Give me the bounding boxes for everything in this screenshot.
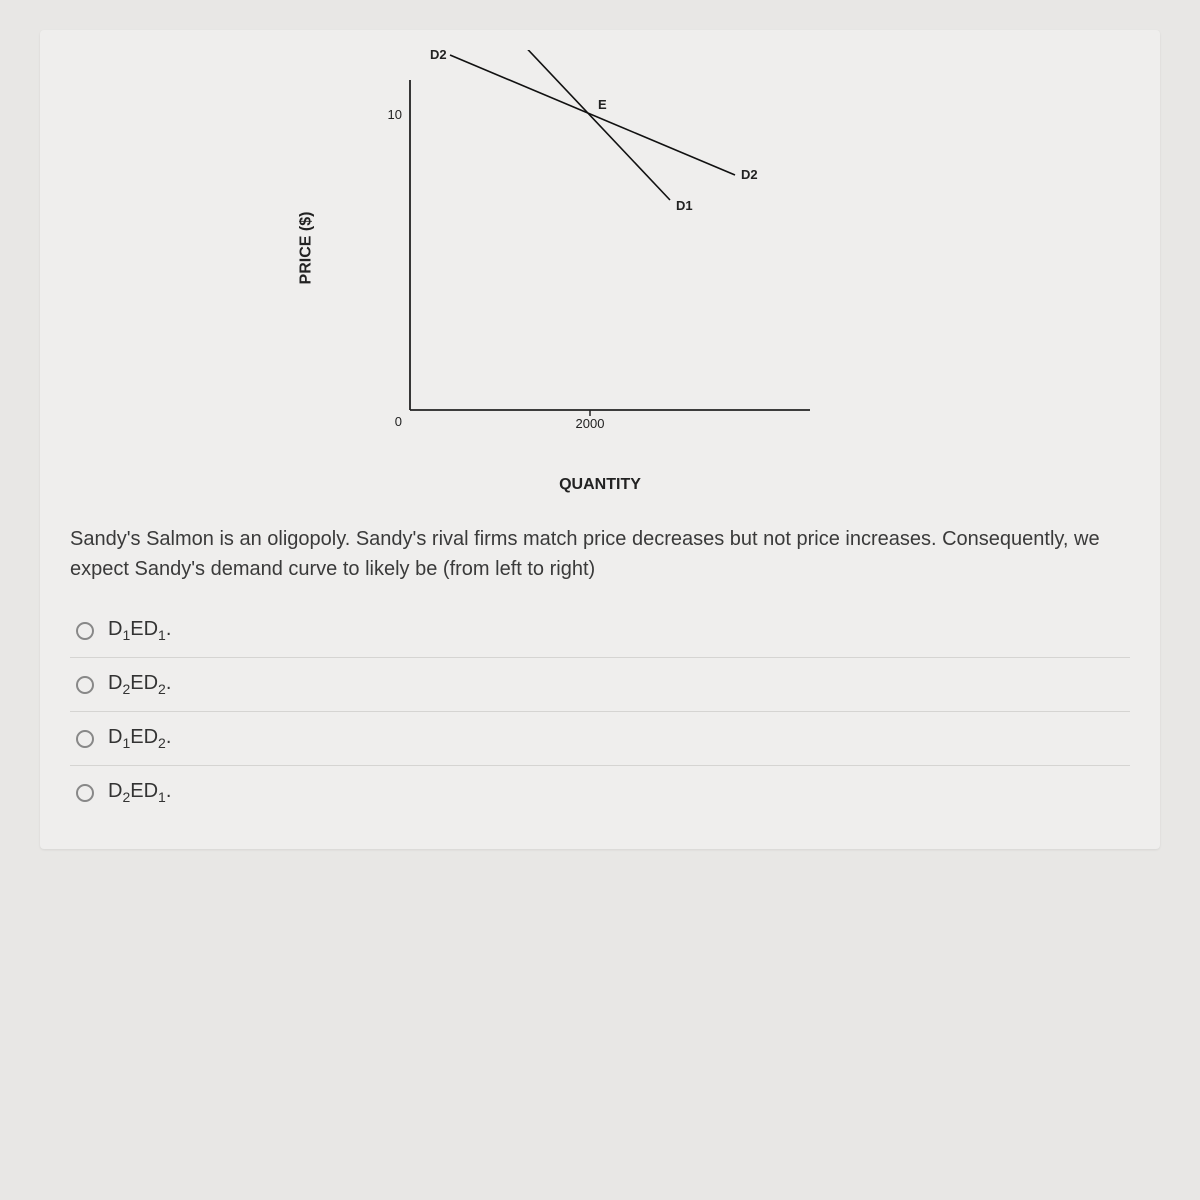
option-2[interactable]: D2ED2. [70,658,1130,712]
svg-text:0: 0 [395,414,402,429]
option-label: D1ED1. [108,618,171,643]
option-label: D2ED2. [108,672,171,697]
question-card: PRICE ($) 1002000D1D2ED2D1 QUANTITY Sand… [40,30,1160,849]
svg-text:D1: D1 [676,198,693,213]
question-text: Sandy's Salmon is an oligopoly. Sandy's … [70,524,1130,584]
svg-text:D2: D2 [741,167,758,182]
x-axis-label: QUANTITY [70,476,1130,494]
option-4[interactable]: D2ED1. [70,766,1130,819]
chart-svg: 1002000D1D2ED2D1 [340,50,860,470]
options-list: D1ED1. D2ED2. D1ED2. D2ED1. [70,604,1130,819]
option-label: D1ED2. [108,726,171,751]
demand-chart: PRICE ($) 1002000D1D2ED2D1 [340,50,860,470]
radio-icon [76,676,94,694]
option-1[interactable]: D1ED1. [70,604,1130,658]
svg-text:10: 10 [388,107,402,122]
radio-icon [76,622,94,640]
svg-text:D2: D2 [430,50,447,62]
option-3[interactable]: D1ED2. [70,712,1130,766]
radio-icon [76,784,94,802]
svg-text:E: E [598,97,607,112]
radio-icon [76,730,94,748]
y-axis-label: PRICE ($) [297,212,315,285]
option-label: D2ED1. [108,780,171,805]
svg-text:2000: 2000 [576,416,605,431]
